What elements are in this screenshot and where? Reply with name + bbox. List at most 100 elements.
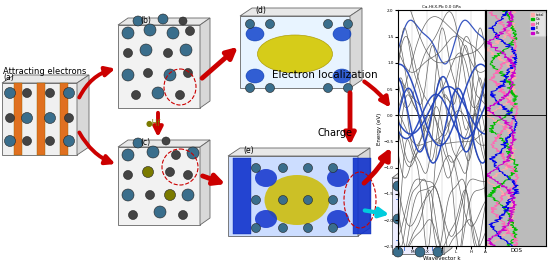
FancyArrowPatch shape <box>203 175 220 183</box>
Polygon shape <box>392 172 452 178</box>
Bar <box>37 83 45 155</box>
Circle shape <box>393 181 403 191</box>
Polygon shape <box>2 75 89 83</box>
Polygon shape <box>200 140 210 225</box>
Circle shape <box>252 223 260 232</box>
Ellipse shape <box>406 195 434 233</box>
Circle shape <box>182 189 194 201</box>
Polygon shape <box>118 25 200 108</box>
Circle shape <box>162 137 170 145</box>
Circle shape <box>172 150 181 160</box>
FancyArrowPatch shape <box>346 93 355 140</box>
Text: (c): (c) <box>140 138 150 147</box>
Circle shape <box>329 223 337 232</box>
Circle shape <box>183 68 192 78</box>
Circle shape <box>4 88 16 99</box>
Circle shape <box>245 84 254 92</box>
Ellipse shape <box>246 69 264 83</box>
X-axis label: Wavevector k: Wavevector k <box>423 256 460 261</box>
Polygon shape <box>118 18 210 25</box>
Circle shape <box>279 163 288 172</box>
Polygon shape <box>358 148 370 236</box>
Circle shape <box>64 135 74 146</box>
Circle shape <box>343 19 352 29</box>
Circle shape <box>433 247 443 257</box>
Circle shape <box>415 177 425 187</box>
Circle shape <box>4 135 16 146</box>
Ellipse shape <box>429 225 439 237</box>
Circle shape <box>393 247 403 257</box>
Text: (e): (e) <box>243 146 254 155</box>
FancyArrowPatch shape <box>364 152 388 183</box>
Ellipse shape <box>255 169 277 187</box>
Polygon shape <box>240 8 362 16</box>
Circle shape <box>279 195 288 205</box>
Bar <box>14 83 22 155</box>
Polygon shape <box>200 18 210 108</box>
Circle shape <box>179 17 187 25</box>
FancyArrowPatch shape <box>365 81 388 104</box>
Bar <box>60 83 68 155</box>
Circle shape <box>433 181 443 191</box>
Circle shape <box>140 44 152 56</box>
Circle shape <box>245 19 254 29</box>
Circle shape <box>22 112 33 123</box>
Circle shape <box>304 223 312 232</box>
Circle shape <box>252 163 260 172</box>
Circle shape <box>122 149 134 161</box>
Circle shape <box>133 138 143 148</box>
Bar <box>233 158 251 234</box>
Circle shape <box>165 189 176 200</box>
Circle shape <box>393 214 403 224</box>
Polygon shape <box>350 8 362 88</box>
Text: ●Hf: ●Hf <box>146 119 161 128</box>
Polygon shape <box>118 140 210 147</box>
Circle shape <box>124 171 132 179</box>
Circle shape <box>180 44 192 56</box>
Circle shape <box>124 48 132 57</box>
Circle shape <box>6 113 14 123</box>
Circle shape <box>433 214 443 224</box>
Polygon shape <box>240 16 350 88</box>
Circle shape <box>178 210 187 220</box>
Ellipse shape <box>255 210 277 228</box>
Circle shape <box>45 89 54 97</box>
Circle shape <box>329 163 337 172</box>
Circle shape <box>44 112 55 123</box>
Polygon shape <box>2 83 77 155</box>
Circle shape <box>186 26 194 35</box>
FancyArrowPatch shape <box>79 133 111 163</box>
Text: Electron localization: Electron localization <box>272 70 378 80</box>
Text: (f): (f) <box>399 10 408 19</box>
Ellipse shape <box>333 27 351 41</box>
Circle shape <box>265 84 274 92</box>
Polygon shape <box>118 147 200 225</box>
Text: (a): (a) <box>3 73 14 82</box>
Circle shape <box>183 171 192 179</box>
Text: Charge: Charge <box>317 128 352 138</box>
Circle shape <box>279 223 288 232</box>
Polygon shape <box>444 172 452 254</box>
Circle shape <box>147 146 159 158</box>
FancyArrowPatch shape <box>154 113 162 133</box>
Ellipse shape <box>327 169 349 187</box>
Ellipse shape <box>246 27 264 41</box>
Text: (b): (b) <box>140 16 151 25</box>
Ellipse shape <box>399 225 409 237</box>
Circle shape <box>324 19 332 29</box>
Circle shape <box>252 195 260 205</box>
Y-axis label: Energy (eV): Energy (eV) <box>377 112 382 145</box>
Circle shape <box>129 210 137 220</box>
Circle shape <box>122 27 134 39</box>
FancyArrowPatch shape <box>202 50 234 78</box>
Circle shape <box>64 88 74 99</box>
FancyArrowPatch shape <box>365 209 384 216</box>
Circle shape <box>415 247 425 257</box>
Circle shape <box>154 206 166 218</box>
Text: (d): (d) <box>255 6 266 15</box>
Circle shape <box>324 84 332 92</box>
Circle shape <box>143 68 152 78</box>
Circle shape <box>304 163 312 172</box>
Circle shape <box>343 84 352 92</box>
Circle shape <box>166 167 175 177</box>
